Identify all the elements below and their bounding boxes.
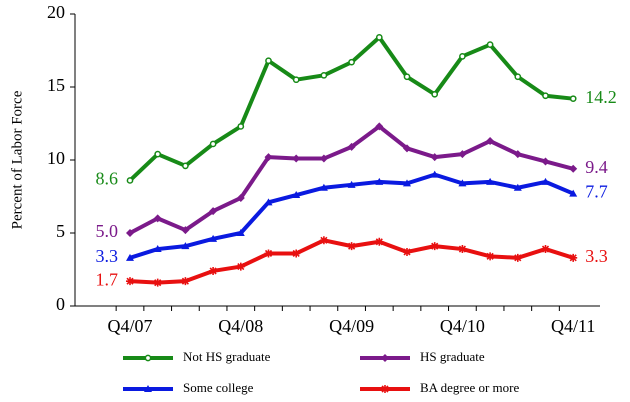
data-point	[154, 150, 162, 158]
data-point	[375, 177, 384, 185]
data-point	[292, 76, 300, 84]
data-point	[153, 245, 162, 253]
value-label: 3.3	[96, 246, 119, 266]
data-point	[430, 153, 439, 162]
x-tick-label: Q4/09	[329, 316, 374, 336]
data-point	[569, 253, 578, 262]
data-point	[153, 214, 162, 223]
data-point	[513, 253, 522, 262]
data-point	[153, 278, 162, 287]
x-tick-label: Q4/10	[440, 316, 485, 336]
data-point	[181, 277, 190, 286]
data-point	[347, 142, 356, 151]
data-point	[486, 177, 495, 185]
legend-marker	[144, 354, 152, 362]
data-point	[348, 58, 355, 66]
legend-marker	[144, 385, 152, 392]
data-point	[181, 242, 190, 250]
data-point	[431, 90, 439, 98]
data-point	[126, 229, 134, 237]
data-point	[347, 242, 356, 251]
data-point	[320, 71, 328, 79]
data-point	[403, 247, 411, 256]
data-point	[403, 73, 411, 81]
data-point	[458, 179, 467, 187]
data-point	[541, 177, 550, 185]
data-point	[542, 92, 549, 100]
data-point	[403, 179, 411, 187]
data-point	[569, 164, 578, 173]
value-label: 7.7	[585, 182, 608, 202]
data-point	[264, 153, 273, 162]
data-point	[513, 150, 522, 159]
series-line	[128, 35, 574, 182]
data-point	[569, 189, 578, 197]
data-point	[264, 198, 273, 206]
data-point	[319, 183, 328, 191]
data-point	[430, 242, 439, 251]
data-point	[541, 157, 550, 166]
data-point	[459, 52, 466, 60]
data-point	[209, 207, 218, 216]
data-point	[458, 245, 467, 254]
data-point	[126, 177, 134, 184]
data-point	[209, 140, 217, 148]
data-point	[375, 237, 384, 246]
value-label: 9.4	[585, 157, 608, 177]
data-point	[292, 249, 301, 258]
value-label: 8.6	[96, 169, 119, 189]
value-label: 14.2	[585, 87, 617, 107]
data-point	[486, 137, 495, 146]
data-point	[486, 252, 495, 261]
data-point	[236, 262, 245, 271]
data-point	[181, 226, 190, 235]
data-point	[375, 34, 383, 41]
data-point	[486, 41, 494, 49]
data-point	[236, 229, 245, 236]
y-tick-label: 0	[56, 294, 65, 314]
data-point	[347, 180, 356, 188]
data-point	[514, 73, 522, 81]
data-point	[292, 191, 301, 199]
data-point	[403, 144, 411, 153]
data-point	[569, 95, 577, 103]
data-point	[236, 193, 245, 202]
data-point	[209, 266, 218, 275]
series-line	[129, 124, 574, 235]
data-point	[182, 162, 189, 170]
y-tick-label: 5	[56, 221, 65, 241]
data-point	[292, 154, 301, 163]
x-tick-label: Q4/07	[108, 316, 153, 336]
data-point	[319, 154, 328, 163]
data-point	[458, 150, 467, 159]
data-point	[126, 253, 134, 261]
value-label: 3.3	[585, 246, 608, 266]
legend-marker	[381, 354, 389, 362]
x-tick-label: Q4/11	[551, 316, 595, 336]
data-point	[265, 57, 272, 65]
legend-label: HS graduate	[420, 349, 485, 364]
data-point	[375, 122, 384, 131]
value-label: 1.7	[96, 269, 119, 289]
legend-label: BA degree or more	[420, 380, 520, 395]
data-point	[237, 123, 245, 130]
y-tick-label: 15	[47, 75, 65, 95]
data-point	[126, 277, 134, 286]
legend-marker	[381, 385, 389, 393]
data-point	[430, 170, 439, 178]
data-point	[319, 236, 328, 245]
data-point	[264, 249, 273, 258]
y-axis-label: Percent of Labor Force	[9, 90, 25, 229]
data-point	[209, 234, 218, 242]
legend-label: Some college	[183, 380, 254, 395]
data-point	[513, 183, 522, 191]
y-tick-label: 20	[47, 2, 65, 22]
data-point	[541, 245, 550, 254]
x-tick-label: Q4/08	[218, 316, 263, 336]
y-tick-label: 10	[47, 148, 65, 168]
legend-label: Not HS graduate	[183, 349, 271, 364]
value-label: 5.0	[96, 221, 119, 241]
